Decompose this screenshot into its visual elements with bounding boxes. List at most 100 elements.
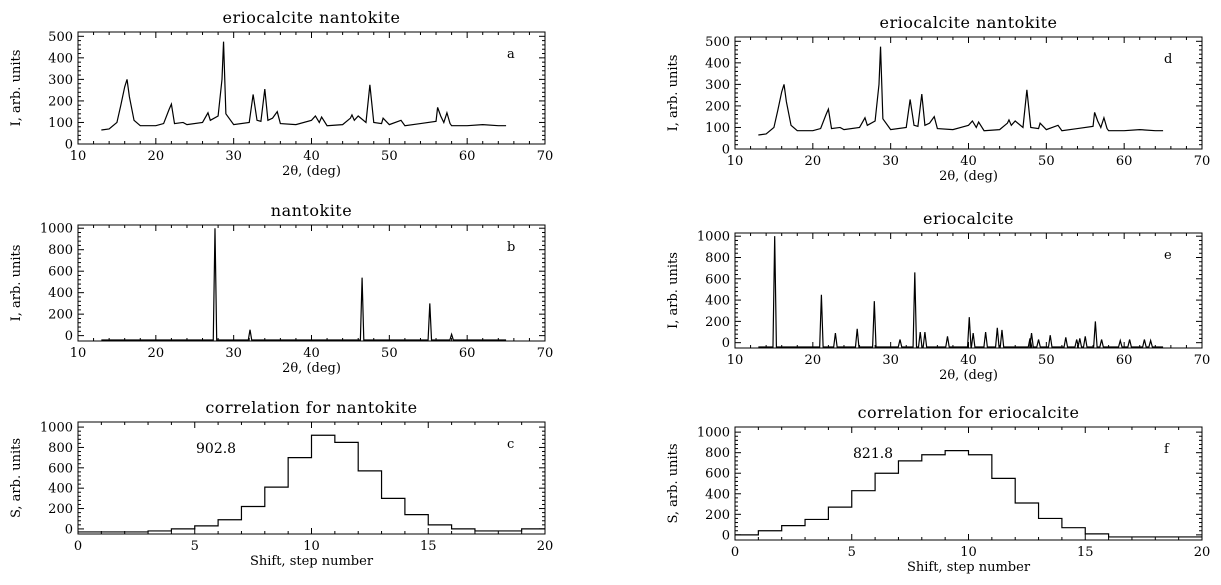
chart-a-xtick-label: 10 [70,149,87,164]
chart-c-xtick-label: 20 [537,539,554,554]
chart-e-xlabel: 2θ, (deg) [939,368,998,383]
chart-c-title: correlation for nantokite [205,398,417,417]
chart-a-ytick-label: 200 [48,94,73,109]
chart-b-ylabel: I, arb. units [9,245,24,322]
chart-a-ytick-label: 0 [65,138,73,153]
chart-a-ylabel: I, arb. units [9,50,24,127]
chart-b-ytick-label: 0 [65,329,73,344]
chart-d-xtick-label: 20 [805,154,822,169]
chart-f-xtick-label: 0 [731,545,739,560]
chart-a-plot-frame [77,31,546,145]
chart-e-xtick-label: 40 [960,353,977,368]
chart-e-xtick-label: 10 [727,353,744,368]
chart-c-ytick-label: 800 [48,441,73,456]
chart-a-xtick-label: 40 [303,149,320,164]
chart-b-xlabel: 2θ, (deg) [282,361,341,376]
chart-d-ytick-label: 0 [722,143,730,158]
chart-d-plot-frame [734,36,1203,150]
chart-a-xlabel: 2θ, (deg) [282,164,341,179]
chart-a-title: eriocalcite nantokite [223,8,401,27]
chart-f-ytick-label: 0 [722,528,730,543]
chart-d-ytick-label: 300 [705,78,730,93]
chart-d-ylabel: I, arb. units [666,55,681,132]
chart-a-ytick-label: 100 [48,116,73,131]
chart-b-xtick-label: 10 [70,346,87,361]
chart-f-title: correlation for eriocalcite [858,403,1080,422]
chart-b-title: nantokite [271,201,352,220]
chart-d-ytick-label: 100 [705,121,730,136]
chart-e-ytick-label: 600 [705,272,730,287]
chart-b-xtick-label: 70 [537,346,554,361]
chart-c-xtick-label: 5 [191,539,199,554]
chart-d-ytick-label: 200 [705,99,730,114]
chart-e-ytick-label: 400 [705,294,730,309]
chart-f-ytick-label: 1000 [697,426,730,441]
chart-c-annotation: 902.8 [196,441,236,457]
chart-b-xtick-label: 30 [225,346,242,361]
chart-d-xtick-label: 30 [882,154,899,169]
chart-f-ytick-label: 600 [705,467,730,482]
chart-f-xtick-label: 20 [1194,545,1211,560]
chart-d-series-line [758,46,1164,136]
chart-panel-b: nantokite 10 20 30 40 50 60 70 0 200 400 600 800 1000… [9,201,554,376]
chart-b-ytick-label: 200 [48,308,73,323]
chart-a-xtick-label: 30 [225,149,242,164]
chart-a-ytick-label: 400 [48,51,73,66]
chart-panel-d: eriocalcite nantokite 10 20 30 40 50 60 70 0 100 2… [666,13,1211,184]
chart-c-ytick-label: 600 [48,461,73,476]
chart-b-xtick-label: 60 [459,346,476,361]
chart-d-xtick-label: 70 [1194,154,1211,169]
chart-f-ytick-label: 400 [705,487,730,502]
chart-a-series-line [101,41,507,131]
chart-c-ytick-label: 1000 [40,421,73,436]
chart-c-xlabel: Shift, step number [250,554,374,569]
chart-c-ytick-label: 200 [48,502,73,517]
chart-f-xtick-label: 5 [848,545,856,560]
chart-e-ytick-label: 200 [705,315,730,330]
chart-e-ytick-label: 0 [722,336,730,351]
chart-e-xtick-label: 20 [805,353,822,368]
chart-d-xtick-label: 60 [1116,154,1133,169]
chart-b-xtick-label: 20 [148,346,165,361]
chart-d-xlabel: 2θ, (deg) [939,169,998,184]
chart-c-xtick-label: 15 [420,539,437,554]
chart-c-ytick-label: 400 [48,482,73,497]
chart-e-xtick-label: 60 [1116,353,1133,368]
chart-e-corner-label: e [1164,248,1172,263]
chart-f-series-line [735,450,1202,538]
chart-c-series-line [78,434,545,533]
chart-f-annotation: 821.8 [853,446,893,462]
chart-panel-a: eriocalcite nantokite 10 20 30 40 50 60 70 0 100 2… [9,8,554,179]
chart-e-xtick-label: 70 [1194,353,1211,368]
chart-b-xtick-label: 40 [303,346,320,361]
chart-f-ylabel: S, arb. units [666,443,681,523]
chart-f-xtick-label: 15 [1077,545,1094,560]
chart-c-corner-label: c [507,437,514,452]
chart-d-ytick-label: 500 [705,35,730,50]
chart-a-xtick-label: 70 [537,149,554,164]
chart-b-series-line [101,228,507,341]
chart-c-xtick-label: 10 [303,539,320,554]
chart-e-series-line [758,236,1164,348]
chart-f-corner-label: f [1164,442,1170,457]
chart-d-corner-label: d [1164,52,1172,67]
chart-b-ytick-label: 800 [48,243,73,258]
chart-e-ytick-label: 1000 [697,230,730,245]
chart-c-xtick-label: 0 [74,539,82,554]
chart-c-ytick-label: 0 [65,522,73,537]
chart-e-title: eriocalcite [923,209,1014,228]
chart-f-xtick-label: 10 [960,545,977,560]
chart-b-ytick-label: 400 [48,286,73,301]
chart-b-plot-frame [77,224,546,342]
chart-e-xtick-label: 50 [1038,353,1055,368]
chart-b-ytick-label: 600 [48,265,73,280]
chart-f-xlabel: Shift, step number [907,560,1031,575]
chart-d-xtick-label: 10 [727,154,744,169]
chart-a-xtick-label: 20 [148,149,165,164]
chart-a-ytick-label: 500 [48,30,73,45]
chart-c-ylabel: S, arb. units [9,438,24,518]
chart-d-ytick-label: 400 [705,56,730,71]
chart-b-xtick-label: 50 [381,346,398,361]
